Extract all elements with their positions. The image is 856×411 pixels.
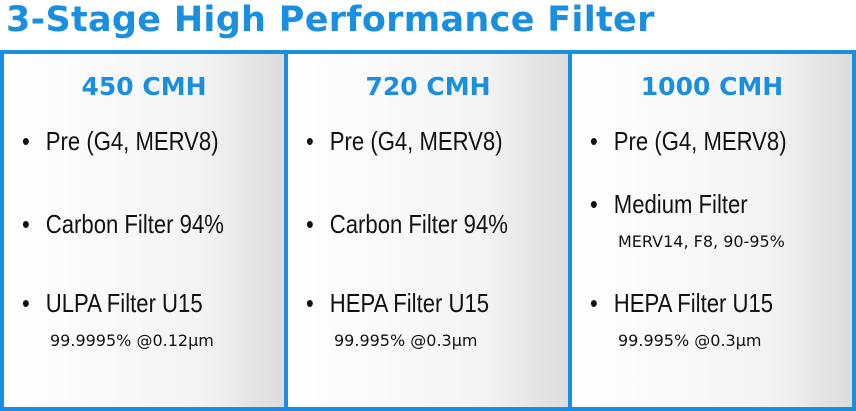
column-heading: 1000 CMH [640, 72, 784, 101]
column: 450 CMH Pre (G4, MERV8) Carbon Filter 94% U… [0, 50, 288, 411]
column-heading: 450 CMH [81, 72, 207, 101]
filter-label: Carbon Filter 94% [22, 209, 241, 240]
filter-label: HEPA Filter U15 [590, 288, 809, 319]
filter-label: Carbon Filter 94% [306, 209, 525, 240]
filter-label: Pre (G4, MERV8) [590, 126, 809, 157]
filter-item: ULPA Filter U15 99.9995% @0.12µm [22, 288, 280, 350]
filter-item: Carbon Filter 94% [22, 209, 280, 240]
filter-label: HEPA Filter U15 [306, 288, 525, 319]
filter-note: 99.995% @0.3µm [334, 331, 478, 350]
filter-item: Pre (G4, MERV8) [22, 126, 280, 157]
filter-label: Pre (G4, MERV8) [306, 126, 525, 157]
title: 3-Stage High Performance Filter [6, 0, 655, 40]
filter-label: Pre (G4, MERV8) [22, 126, 241, 157]
filter-label: Medium Filter [590, 189, 809, 220]
column: 1000 CMH Pre (G4, MERV8) Medium Filter MERV… [568, 50, 856, 411]
filter-label: ULPA Filter U15 [22, 288, 241, 319]
filter-note: 99.9995% @0.12µm [50, 331, 214, 350]
column-heading: 720 CMH [365, 72, 491, 101]
filter-item: Pre (G4, MERV8) [306, 126, 564, 157]
filter-note: MERV14, F8, 90-95% [618, 232, 785, 251]
filter-item: HEPA Filter U15 99.995% @0.3µm [306, 288, 564, 350]
filter-item: Medium Filter MERV14, F8, 90-95% [590, 189, 848, 251]
column: 720 CMH Pre (G4, MERV8) Carbon Filter 94% H… [284, 50, 572, 411]
filter-item: Pre (G4, MERV8) [590, 126, 848, 157]
filter-item: HEPA Filter U15 99.995% @0.3µm [590, 288, 848, 350]
columns: 450 CMH Pre (G4, MERV8) Carbon Filter 94% U… [0, 50, 856, 411]
filter-note: 99.995% @0.3µm [618, 331, 762, 350]
filter-item: Carbon Filter 94% [306, 209, 564, 240]
